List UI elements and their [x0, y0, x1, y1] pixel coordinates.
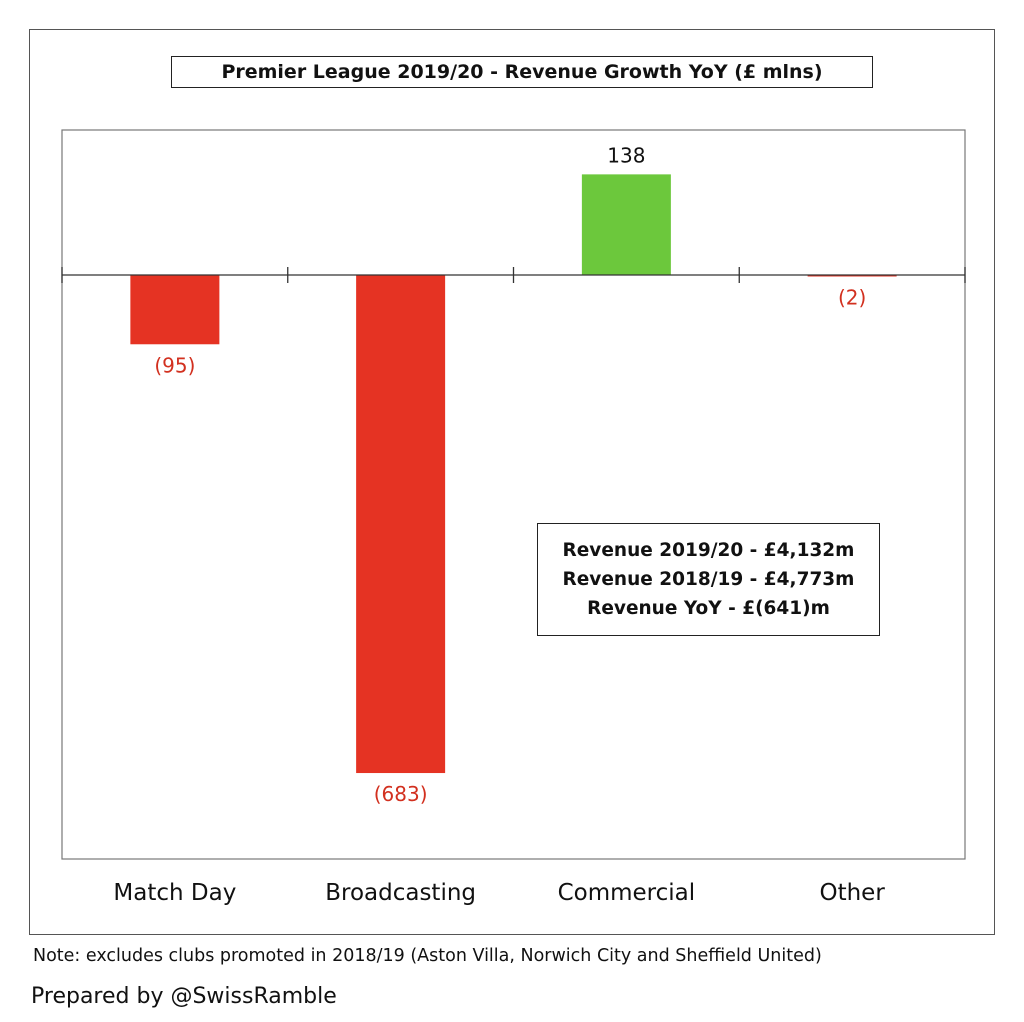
category-label-other: Other [819, 880, 885, 906]
data-label-broadcasting: (683) [374, 782, 428, 806]
bar-broadcasting [356, 275, 446, 774]
category-label-match-day: Match Day [113, 880, 236, 906]
bar-commercial [581, 174, 671, 275]
chart-frame [29, 29, 995, 935]
bar-other [807, 275, 897, 277]
data-label-commercial: 138 [607, 143, 645, 167]
bars-layer [130, 174, 897, 774]
plot-area [61, 129, 966, 860]
bar-match-day [130, 275, 220, 345]
category-label-commercial: Commercial [558, 880, 696, 906]
data-label-other: (2) [838, 286, 866, 310]
axis-layer [61, 267, 966, 283]
chart-title: Premier League 2019/20 - Revenue Growth … [171, 56, 873, 88]
summary-line-2018-19: Revenue 2018/19 - £4,773m [562, 569, 855, 590]
footer-credit: Prepared by @SwissRamble [31, 984, 337, 1009]
labels-layer: (95) Match Day (683) Broadcasting 138 Commerc… [113, 143, 885, 906]
summary-line-2019-20: Revenue 2019/20 - £4,132m [562, 540, 855, 561]
footer-note: Note: excludes clubs promoted in 2018/19… [33, 946, 822, 966]
data-label-match-day: (95) [154, 353, 195, 377]
summary-box: Revenue 2019/20 - £4,132m Revenue 2018/1… [537, 523, 880, 636]
category-label-broadcasting: Broadcasting [325, 880, 476, 906]
summary-line-yoy: Revenue YoY - £(641)m [587, 598, 830, 619]
